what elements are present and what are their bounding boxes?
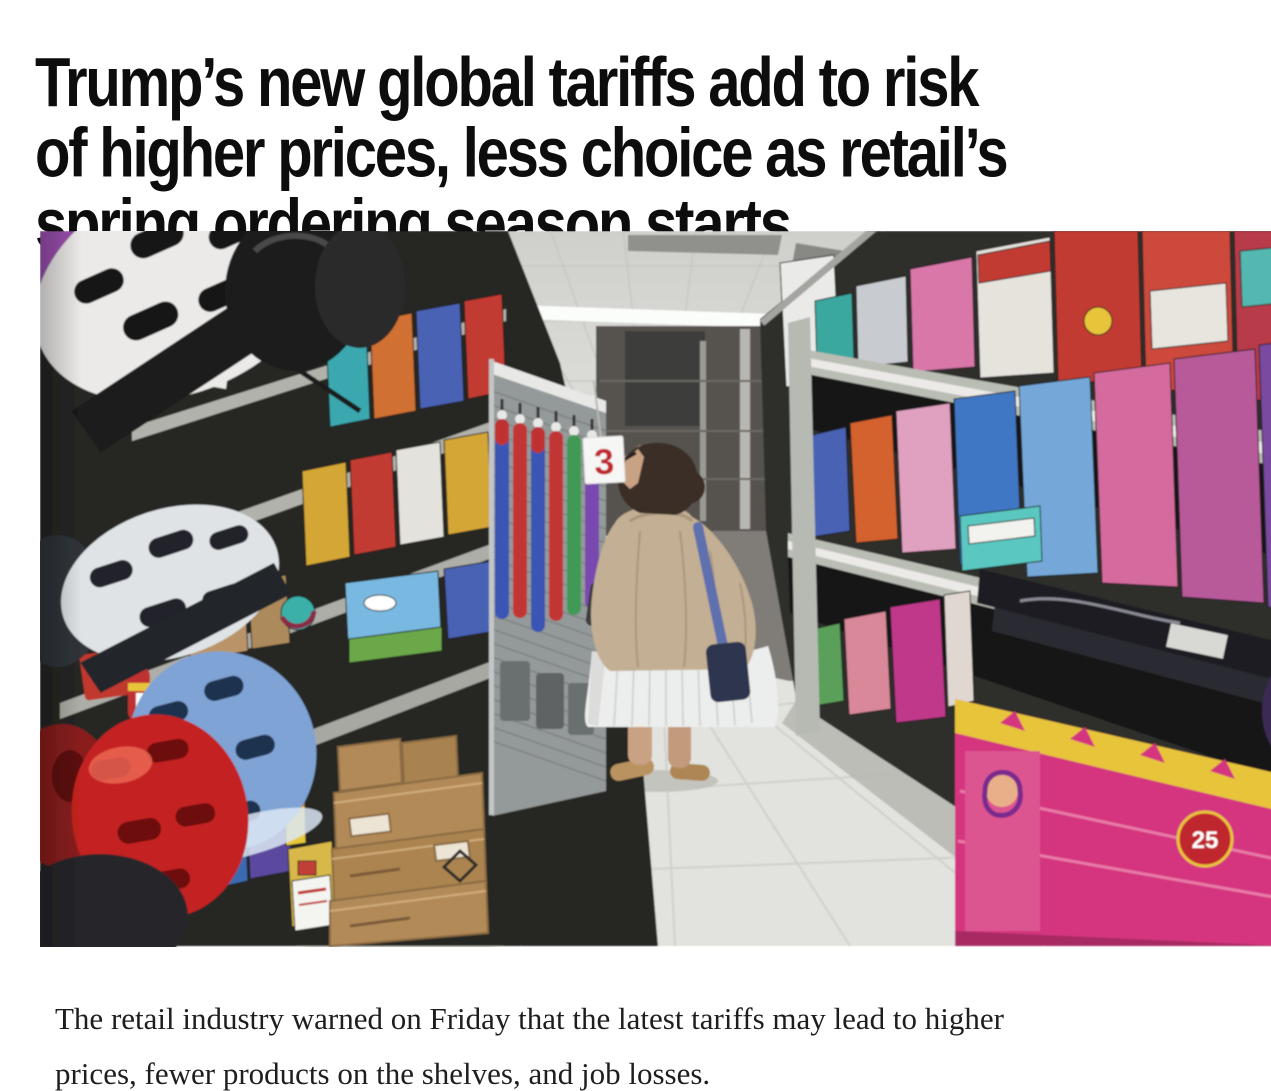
shopper-bag	[705, 641, 751, 703]
right-shelf-middle-row-products	[807, 343, 1271, 608]
headline-line-2: of higher prices, less choice as retail’…	[35, 114, 1009, 193]
shopper-legs	[628, 717, 691, 768]
right-shelf-upright	[788, 317, 820, 736]
caption-line-2: prices, fewer products on the shelves, a…	[55, 1056, 711, 1091]
purple-toy	[1262, 676, 1271, 746]
article-headline: Trump’s new global tariffs add to risk o…	[35, 47, 1245, 259]
article-photo: 25	[40, 231, 1271, 947]
shopper-head	[618, 442, 705, 515]
aisle-number: 3	[593, 440, 615, 482]
article-caption: The retail industry warned on Friday tha…	[55, 991, 1225, 1091]
right-shelf-top-rail	[759, 231, 877, 326]
puzzle-boxes	[977, 569, 1271, 705]
endcap-display	[489, 359, 607, 816]
pink-doll-box: 25	[955, 699, 1271, 946]
headline-line-1: Trump’s new global tariffs add to risk	[35, 43, 980, 122]
price-badge	[1176, 810, 1234, 868]
photo-vignette	[40, 231, 340, 947]
cardboard-box-stack	[329, 734, 490, 947]
aisle-number-sign: 3	[582, 381, 626, 485]
right-shelf-gondola: 25	[759, 231, 1271, 946]
price-badge-number: 25	[1192, 827, 1219, 854]
shopper-bag-strap	[693, 522, 729, 656]
shopper	[585, 442, 779, 781]
store-aisle-scene: 25	[40, 231, 1271, 947]
caption-line-1: The retail industry warned on Friday tha…	[55, 1001, 1004, 1036]
